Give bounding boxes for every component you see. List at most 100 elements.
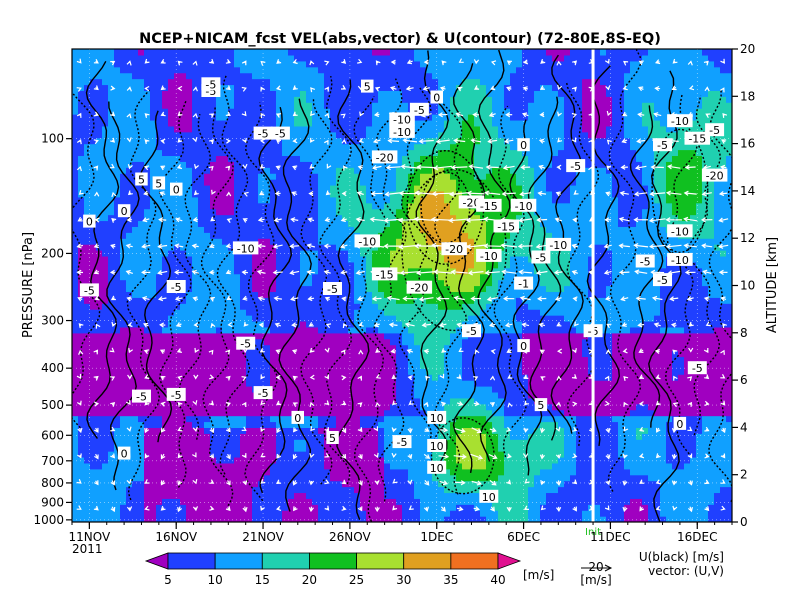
shading-cell — [426, 208, 433, 216]
shading-cell — [426, 309, 433, 316]
shading-cell — [174, 516, 181, 522]
shading-cell — [270, 474, 277, 482]
shading-cell — [360, 72, 367, 80]
shading-cell — [420, 190, 427, 198]
shading-cell — [174, 250, 181, 257]
shading-cell — [324, 273, 331, 281]
shading-cell — [222, 427, 229, 434]
shading-cell — [366, 66, 373, 74]
shading-cell — [270, 380, 277, 387]
shading-cell — [108, 391, 115, 399]
shading-cell — [396, 90, 403, 97]
shading-cell — [354, 155, 361, 162]
shading-cell — [198, 125, 205, 133]
shading-cell — [78, 403, 85, 411]
shading-cell — [150, 427, 157, 434]
shading-cell — [318, 462, 325, 470]
shading-cell — [294, 114, 301, 121]
shading-cell — [72, 498, 79, 505]
shading-cell — [150, 155, 157, 162]
shading-cell — [282, 84, 289, 91]
shading-cell — [186, 326, 193, 334]
shading-cell — [444, 356, 451, 363]
shading-cell — [330, 403, 337, 411]
shading-cell — [402, 190, 409, 198]
shading-cell — [192, 368, 199, 375]
shading-cell — [222, 510, 229, 517]
shading-cell — [174, 66, 181, 74]
shading-cell — [132, 456, 139, 464]
shading-cell — [216, 492, 223, 499]
shading-cell — [84, 66, 91, 74]
shading-cell — [264, 190, 271, 198]
shading-cell — [150, 516, 157, 522]
shading-cell — [144, 273, 151, 281]
shading-cell — [90, 108, 97, 115]
shading-cell — [282, 220, 289, 227]
shading-cell — [360, 179, 367, 186]
shading-cell — [114, 356, 121, 363]
shading-cell — [144, 214, 151, 222]
shading-cell — [228, 462, 235, 470]
shading-cell — [234, 167, 241, 174]
shading-cell — [150, 72, 157, 80]
shading-cell — [420, 60, 427, 68]
shading-cell — [402, 498, 409, 505]
shading-cell — [210, 119, 217, 127]
shading-cell — [390, 78, 397, 86]
shading-cell — [162, 108, 169, 115]
shading-cell — [420, 149, 427, 157]
shading-cell — [366, 102, 373, 109]
shading-cell — [294, 66, 301, 74]
shading-cell — [258, 238, 265, 245]
shading-cell — [312, 137, 319, 145]
shading-cell — [444, 456, 451, 464]
shading-cell — [414, 486, 421, 494]
shading-cell — [162, 90, 169, 97]
shading-cell — [360, 66, 367, 74]
shading-cell — [420, 72, 427, 80]
shading-cell — [258, 309, 265, 316]
shading-cell — [102, 350, 109, 358]
shading-cell — [162, 498, 169, 505]
shading-cell — [396, 332, 403, 340]
shading-cell — [168, 131, 175, 139]
shading-cell — [426, 184, 433, 192]
shading-cell — [390, 315, 397, 322]
shading-cell — [150, 220, 157, 227]
shading-cell — [342, 445, 349, 452]
shading-cell — [318, 202, 325, 210]
shading-cell — [96, 338, 103, 346]
shading-cell — [306, 143, 313, 151]
shading-cell — [240, 462, 247, 470]
shading-cell — [84, 119, 91, 127]
shading-cell — [438, 480, 445, 488]
shading-cell — [396, 155, 403, 162]
shading-cell — [108, 285, 115, 293]
shading-cell — [156, 415, 163, 423]
shading-cell — [120, 297, 127, 304]
shading-cell — [312, 66, 319, 74]
shading-cell — [252, 297, 259, 304]
shading-cell — [150, 90, 157, 97]
shading-cell — [96, 380, 103, 387]
shading-cell — [78, 255, 85, 263]
shading-cell — [162, 184, 169, 192]
shading-cell — [282, 344, 289, 352]
shading-cell — [378, 291, 385, 298]
shading-cell — [162, 244, 169, 251]
shading-cell — [414, 492, 421, 499]
shading-cell — [366, 350, 373, 358]
shading-cell — [258, 510, 265, 517]
shading-cell — [132, 498, 139, 505]
shading-cell — [324, 155, 331, 162]
shading-cell — [246, 66, 253, 74]
shading-cell — [102, 238, 109, 245]
shading-cell — [204, 492, 211, 499]
shading-cell — [360, 326, 367, 334]
shading-cell — [246, 315, 253, 322]
shading-cell — [408, 202, 415, 210]
shading-cell — [414, 161, 421, 168]
shading-cell — [378, 409, 385, 417]
shading-cell — [336, 226, 343, 233]
